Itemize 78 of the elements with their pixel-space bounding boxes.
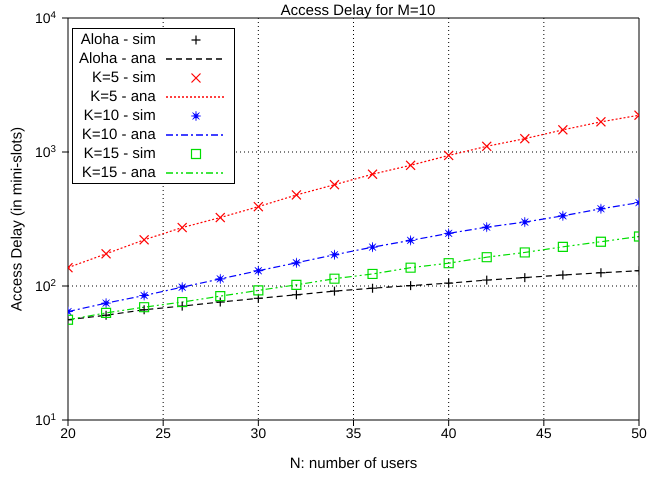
point [444,278,454,288]
x-axis-title: N: number of users [290,455,418,472]
point [100,298,112,308]
point [520,247,530,258]
point [596,203,606,214]
point [406,280,416,291]
point [215,291,226,302]
x-tick-label: 20 [60,424,76,441]
point [291,190,302,200]
point [367,169,378,180]
point [558,242,568,252]
point [100,308,112,318]
point [253,285,264,296]
point [406,262,416,273]
x-tick-label: 50 [631,424,647,441]
point [406,160,416,170]
y-tick-label: 10$^{4}$ [34,10,57,26]
point [214,274,226,284]
point [139,302,150,312]
y-tick-label: 10$^{2}$ [34,278,56,294]
point [367,242,378,252]
point [558,270,568,280]
point [520,134,530,144]
legend-label: K=5 - ana [90,88,156,105]
point [177,300,188,312]
point [596,236,606,247]
y-axis-title: Access Delay (in mini-slots) [8,126,26,312]
point [596,116,606,127]
point [253,265,264,276]
point [405,235,416,246]
point [482,252,492,262]
legend-label: K=10 - sim [84,107,156,124]
point [291,257,302,268]
point [177,222,188,233]
legend-label: Aloha - ana [79,50,156,67]
point [558,210,568,222]
point [329,286,340,296]
point [329,249,340,260]
point [253,293,264,304]
point [177,296,188,308]
point [482,274,492,286]
point [444,258,454,268]
point [139,304,150,315]
x-tick-label: 40 [440,424,457,441]
x-tick-label: 45 [536,424,552,441]
point [367,283,378,294]
point [443,228,454,239]
point [100,310,112,320]
x-tick-label: 35 [346,424,362,441]
y-tick-label: 10$^{3}$ [34,144,57,160]
point [291,280,302,290]
point [367,268,378,280]
legend-label: K=15 - ana [82,164,156,181]
y-tick-label: 10$^{1}$ [34,412,56,428]
legend-label: Aloha - sim [80,31,156,48]
point [253,202,264,212]
point [100,248,112,259]
point [482,141,492,152]
legend-label: K=10 - ana [82,126,156,143]
point [291,290,302,300]
point [520,216,530,228]
point [138,290,150,301]
point [520,272,530,283]
x-tick-label: 30 [250,424,266,441]
x-tick-label: 25 [155,424,172,441]
point [329,274,340,284]
chart-title: Access Delay for M=10 [280,2,436,19]
point [558,124,568,135]
point [481,222,492,232]
point [329,180,340,190]
legend-label: K=5 - sim [92,69,156,86]
point [215,296,226,308]
point [444,150,454,161]
point [139,234,150,245]
point [176,282,188,292]
legend-label: K=15 - sim [84,145,156,162]
point [215,212,226,223]
point [596,268,606,278]
